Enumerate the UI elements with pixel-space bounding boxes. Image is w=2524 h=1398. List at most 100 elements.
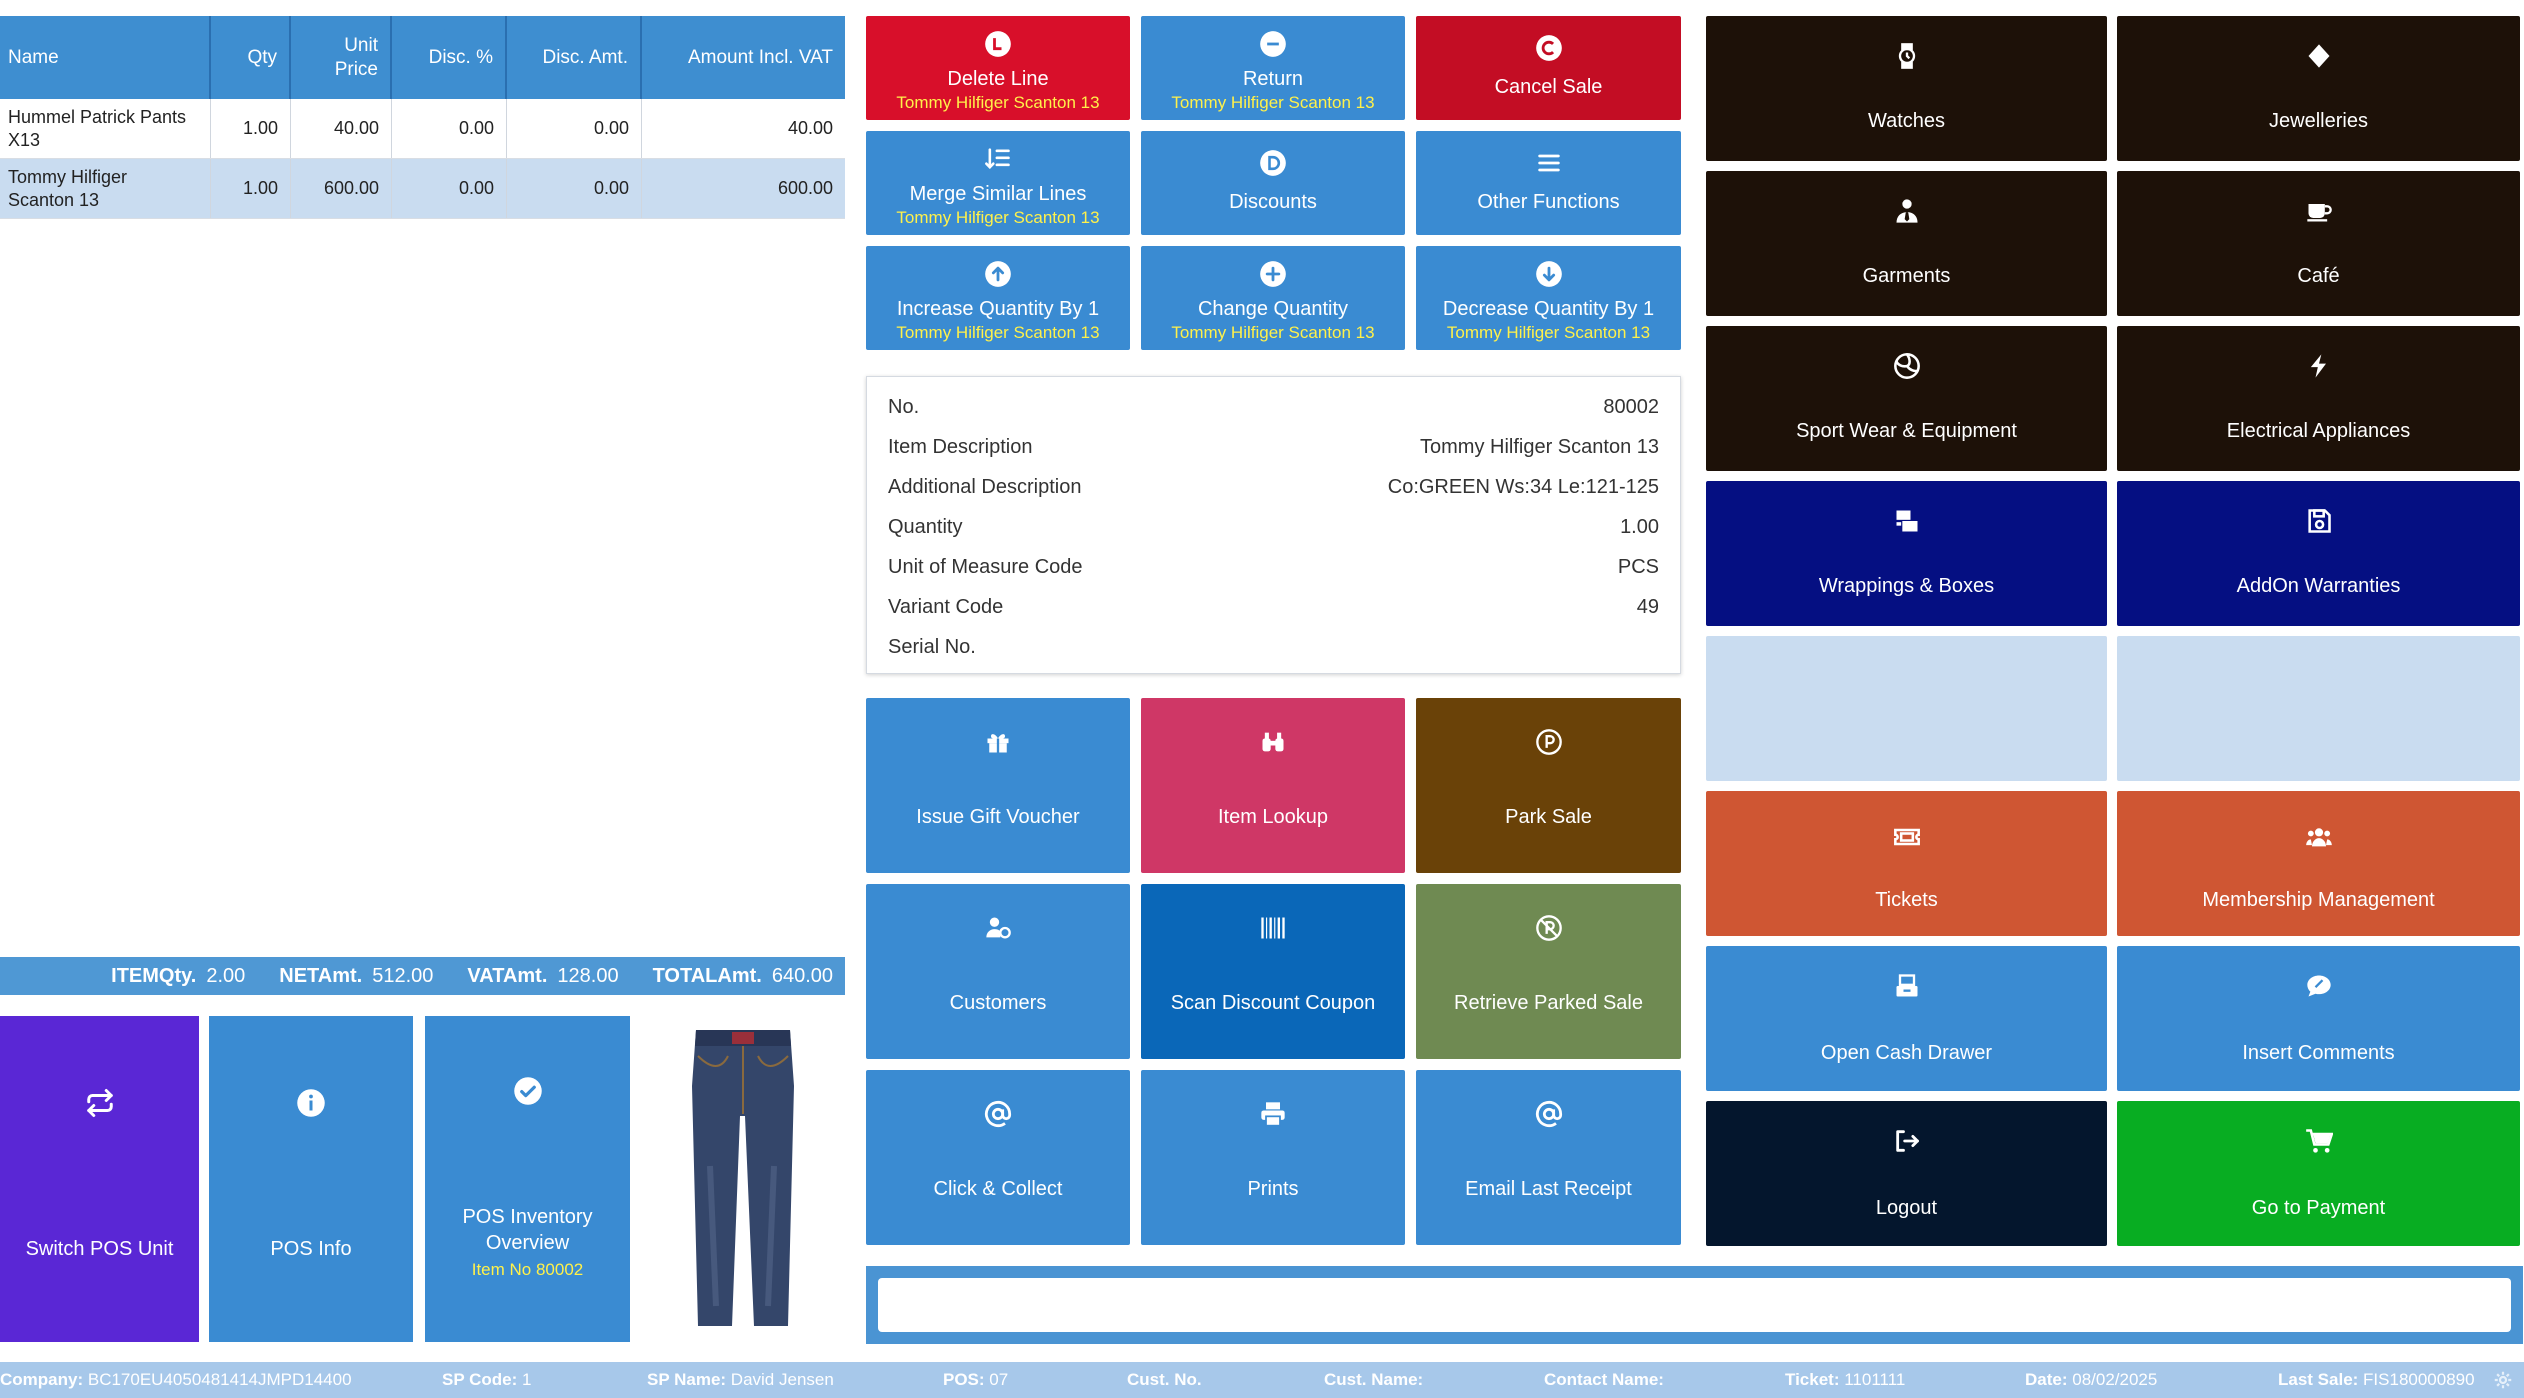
retrieve-parked-sale-button[interactable]: Retrieve Parked Sale	[1416, 884, 1681, 1059]
addon-warranties-button[interactable]: AddOn Warranties	[2117, 481, 2520, 626]
warranties-label: AddOn Warranties	[2236, 575, 2401, 597]
cafe-label: Café	[2297, 265, 2340, 287]
status-date: Date: 08/02/2025	[2025, 1370, 2158, 1389]
discounts-label: Discounts	[1229, 191, 1317, 213]
boxes-icon	[1896, 510, 1917, 532]
cafe-button[interactable]: Café	[2117, 171, 2520, 316]
merge-label: Merge Similar Lines	[909, 183, 1087, 205]
membership-label: Membership Management	[2202, 889, 2435, 911]
go-to-payment-button[interactable]: Go to Payment	[2117, 1101, 2520, 1246]
logout-button[interactable]: Logout	[1706, 1101, 2107, 1246]
column-header-disc-pct[interactable]: Disc. %	[392, 16, 507, 99]
change-quantity-button[interactable]: Change Quantity Tommy Hilfiger Scanton 1…	[1141, 246, 1405, 350]
increase-item: Tommy Hilfiger Scanton 13	[896, 323, 1100, 342]
issue-gift-voucher-button[interactable]: Issue Gift Voucher	[866, 698, 1130, 873]
menu-icon	[1537, 154, 1560, 172]
sales-lines-table: Name Qty Unit Price Disc. % Disc. Amt. Am…	[0, 16, 845, 994]
electrical-appliances-button[interactable]: Electrical Appliances	[2117, 326, 2520, 471]
membership-management-button[interactable]: Membership Management	[2117, 791, 2520, 936]
table-header: Name Qty Unit Price Disc. % Disc. Amt. Am…	[0, 16, 845, 99]
scan-coupon-label: Scan Discount Coupon	[1170, 992, 1376, 1014]
other-functions-button[interactable]: Other Functions	[1416, 131, 1681, 235]
park-sale-button[interactable]: Park Sale	[1416, 698, 1681, 873]
delete-line-label: Delete Line	[947, 68, 1049, 90]
column-header-unit-price[interactable]: Unit Price	[291, 16, 392, 99]
status-bar: Company: BC170EU4050481414JMPD14400 SP C…	[0, 1362, 2524, 1398]
net-amount-total: NETAmt. 512.00	[279, 964, 434, 987]
column-header-disc-amt[interactable]: Disc. Amt.	[507, 16, 642, 99]
prints-button[interactable]: Prints	[1141, 1070, 1405, 1245]
cell-qty: 1.00	[211, 159, 291, 218]
pos-info-label: POS Info	[270, 1238, 352, 1260]
printer-icon	[1261, 1102, 1285, 1127]
pos-inventory-overview-button[interactable]: POS Inventory Overview Item No 80002	[425, 1016, 630, 1342]
cell-unit-price: 40.00	[291, 99, 392, 158]
decrease-label: Decrease Quantity By 1	[1442, 298, 1655, 320]
info-row-variant: Variant Code 49	[888, 595, 1659, 618]
column-header-name[interactable]: Name	[0, 16, 211, 99]
delete-line-button[interactable]: Delete Line Tommy Hilfiger Scanton 13	[866, 16, 1130, 120]
grand-total: TOTALAmt. 640.00	[652, 964, 833, 987]
table-row[interactable]: Hummel Patrick Pants X13 1.00 40.00 0.00 …	[0, 99, 845, 159]
cash-drawer-label: Open Cash Drawer	[1820, 1042, 1993, 1064]
column-header-qty[interactable]: Qty	[211, 16, 291, 99]
item-details-card: No. 80002 Item Description Tommy Hilfiger …	[866, 376, 1681, 674]
other-functions-label: Other Functions	[1477, 191, 1620, 213]
decrease-quantity-button[interactable]: Decrease Quantity By 1 Tommy Hilfiger Sc…	[1416, 246, 1681, 350]
return-item: Tommy Hilfiger Scanton 13	[1171, 93, 1375, 112]
jewelleries-label: Jewelleries	[2269, 110, 2368, 132]
cancel-icon	[1535, 35, 1562, 61]
gift-voucher-label: Issue Gift Voucher	[916, 806, 1080, 828]
scan-discount-coupon-button[interactable]: Scan Discount Coupon	[1141, 884, 1405, 1059]
merge-similar-lines-button[interactable]: Merge Similar Lines Tommy Hilfiger Scant…	[866, 131, 1130, 235]
email-last-receipt-button[interactable]: Email Last Receipt	[1416, 1070, 1681, 1245]
at-sign-icon	[1535, 1101, 1562, 1128]
item-lookup-button[interactable]: Item Lookup	[1141, 698, 1405, 873]
cancel-sale-button[interactable]: Cancel Sale	[1416, 16, 1681, 120]
switch-pos-unit-button[interactable]: Switch POS Unit	[0, 1016, 199, 1342]
cell-disc-amt: 0.00	[507, 159, 642, 218]
cell-disc-amt: 0.00	[507, 99, 642, 158]
item-lookup-label: Item Lookup	[1217, 806, 1329, 828]
watch-icon	[1898, 43, 1915, 69]
volleyball-icon	[1893, 353, 1920, 379]
parking-icon	[1535, 729, 1562, 755]
info-row-serial: Serial No.	[888, 635, 976, 658]
payment-label: Go to Payment	[2251, 1197, 2386, 1219]
input-bar	[866, 1266, 2523, 1344]
tickets-button[interactable]: Tickets	[1706, 791, 2107, 936]
info-icon	[297, 1089, 325, 1117]
pos-info-button[interactable]: POS Info	[209, 1016, 413, 1342]
watches-button[interactable]: Watches	[1706, 16, 2107, 161]
customers-button[interactable]: Customers	[866, 884, 1130, 1059]
binoculars-icon	[1262, 732, 1284, 752]
shopping-cart-icon	[2305, 1129, 2333, 1153]
jewelleries-button[interactable]: Jewelleries	[2117, 16, 2520, 161]
barcode-icon	[1261, 917, 1285, 939]
table-row-selected[interactable]: Tommy Hilfiger Scanton 13 1.00 600.00 0.0…	[0, 159, 845, 219]
insert-comments-button[interactable]: Insert Comments	[2117, 946, 2520, 1091]
switch-arrows-icon	[86, 1089, 113, 1117]
return-button[interactable]: Return Tommy Hilfiger Scanton 13	[1141, 16, 1405, 120]
status-cust-name: Cust. Name:	[1324, 1370, 1424, 1389]
increase-quantity-button[interactable]: Increase Quantity By 1 Tommy Hilfiger Sc…	[866, 246, 1130, 350]
status-pos: POS: 07	[943, 1370, 1009, 1389]
pos-inventory-label: POS Inventory Overview	[462, 1206, 593, 1254]
garments-button[interactable]: Garments	[1706, 171, 2107, 316]
save-disk-icon	[2307, 509, 2331, 533]
coffee-cup-icon	[2306, 204, 2332, 222]
merge-item: Tommy Hilfiger Scanton 13	[896, 208, 1100, 227]
status-sp-code: SP Code: 1	[442, 1370, 532, 1389]
column-header-amount[interactable]: Amount Incl. VAT	[687, 46, 833, 68]
discounts-button[interactable]: Discounts	[1141, 131, 1405, 235]
sport-wear-button[interactable]: Sport Wear & Equipment	[1706, 326, 2107, 471]
open-cash-drawer-button[interactable]: Open Cash Drawer	[1706, 946, 2107, 1091]
gear-icon[interactable]	[2494, 1371, 2512, 1389]
barcode-input[interactable]	[878, 1278, 2511, 1332]
comments-label: Insert Comments	[2242, 1042, 2395, 1064]
click-collect-button[interactable]: Click & Collect	[866, 1070, 1130, 1245]
wrappings-boxes-button[interactable]: Wrappings & Boxes	[1706, 481, 2107, 626]
diamond-icon	[2308, 44, 2329, 68]
empty-menu-slot	[1706, 636, 2107, 781]
cell-amount: 600.00	[777, 178, 833, 198]
